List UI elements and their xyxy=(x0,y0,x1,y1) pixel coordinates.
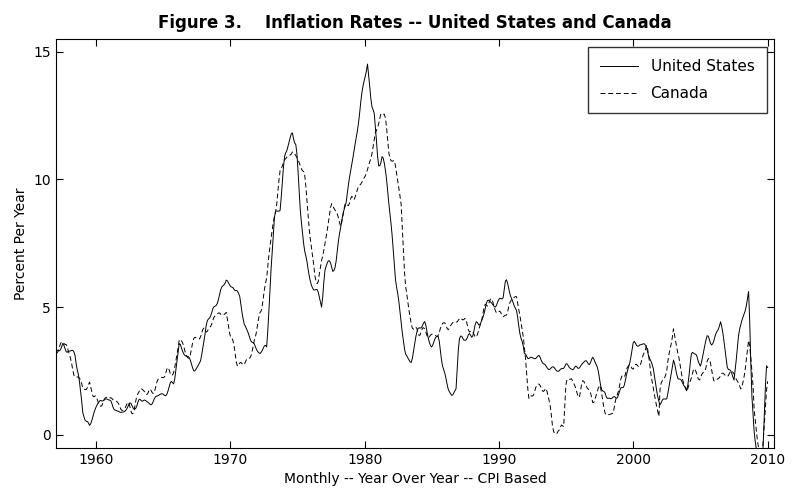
X-axis label: Monthly -- Year Over Year -- CPI Based: Monthly -- Year Over Year -- CPI Based xyxy=(284,472,546,486)
Canada xyxy=(57,339,66,345)
Canada xyxy=(281,156,290,162)
United States xyxy=(763,364,773,370)
Line: Canada: Canada xyxy=(56,114,768,456)
Canada xyxy=(758,452,767,458)
United States xyxy=(655,402,665,408)
United States xyxy=(758,466,767,472)
Title: Figure 3.    Inflation Rates -- United States and Canada: Figure 3. Inflation Rates -- United Stat… xyxy=(158,14,672,32)
Canada xyxy=(763,378,773,384)
Canada xyxy=(649,385,658,391)
United States xyxy=(362,61,372,67)
Canada xyxy=(655,386,665,392)
Legend: United States, Canada: United States, Canada xyxy=(588,46,766,114)
Canada xyxy=(253,321,262,327)
United States xyxy=(649,366,658,372)
Y-axis label: Percent Per Year: Percent Per Year xyxy=(14,187,28,300)
Canada xyxy=(490,308,500,314)
United States xyxy=(281,150,290,156)
United States xyxy=(51,348,61,354)
Line: United States: United States xyxy=(56,64,768,469)
Canada xyxy=(376,110,386,116)
United States xyxy=(57,344,66,350)
Canada xyxy=(51,350,61,356)
United States xyxy=(253,348,262,354)
United States xyxy=(490,304,500,310)
